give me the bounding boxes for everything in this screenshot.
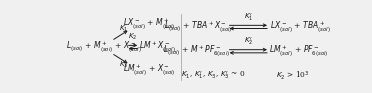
Text: $K_1$, $K_1'$, $K_3$, $K_3'$ ~ 0: $K_1$, $K_1'$, $K_3$, $K_3'$ ~ 0 [181,70,246,82]
Text: $K_1'$: $K_1'$ [244,12,253,24]
Text: $K_2$: $K_2$ [128,32,138,42]
Text: $K_3$: $K_3$ [119,60,128,70]
Text: $L_{(sol)}$ + $M^+PF^-_{6(sol)}$: $L_{(sol)}$ + $M^+PF^-_{6(sol)}$ [163,44,230,59]
Text: $LM^+_{(sol)}$ + $PF^-_{6(sol)}$: $LM^+_{(sol)}$ + $PF^-_{6(sol)}$ [269,44,329,59]
Text: $LX^-_{(sol)}$ + $TBA^+_{(sol)}$: $LX^-_{(sol)}$ + $TBA^+_{(sol)}$ [270,19,331,35]
Text: $L_{(sol)}$ + $M^+_{(sol)}$ + $X^-_{(sol)}$: $L_{(sol)}$ + $M^+_{(sol)}$ + $X^-_{(sol… [66,39,142,55]
Text: $K_2$ > 10$^3$: $K_2$ > 10$^3$ [276,69,310,82]
Text: $LX^-_{(sol)}$ + $M^+_{(sol)}$: $LX^-_{(sol)}$ + $M^+_{(sol)}$ [123,16,175,32]
Text: $LM^+X^-_{(sol)}$: $LM^+X^-_{(sol)}$ [139,39,176,55]
Text: $L_{(sol)}$ + $TBA^+X^-_{(sol)}$: $L_{(sol)}$ + $TBA^+X^-_{(sol)}$ [164,19,232,35]
Text: $K_2'$: $K_2'$ [244,36,253,48]
Text: $LM^+_{(sol)}$ + $X^-_{(sol)}$: $LM^+_{(sol)}$ + $X^-_{(sol)}$ [123,62,175,78]
Text: $K_1$: $K_1$ [119,24,128,34]
